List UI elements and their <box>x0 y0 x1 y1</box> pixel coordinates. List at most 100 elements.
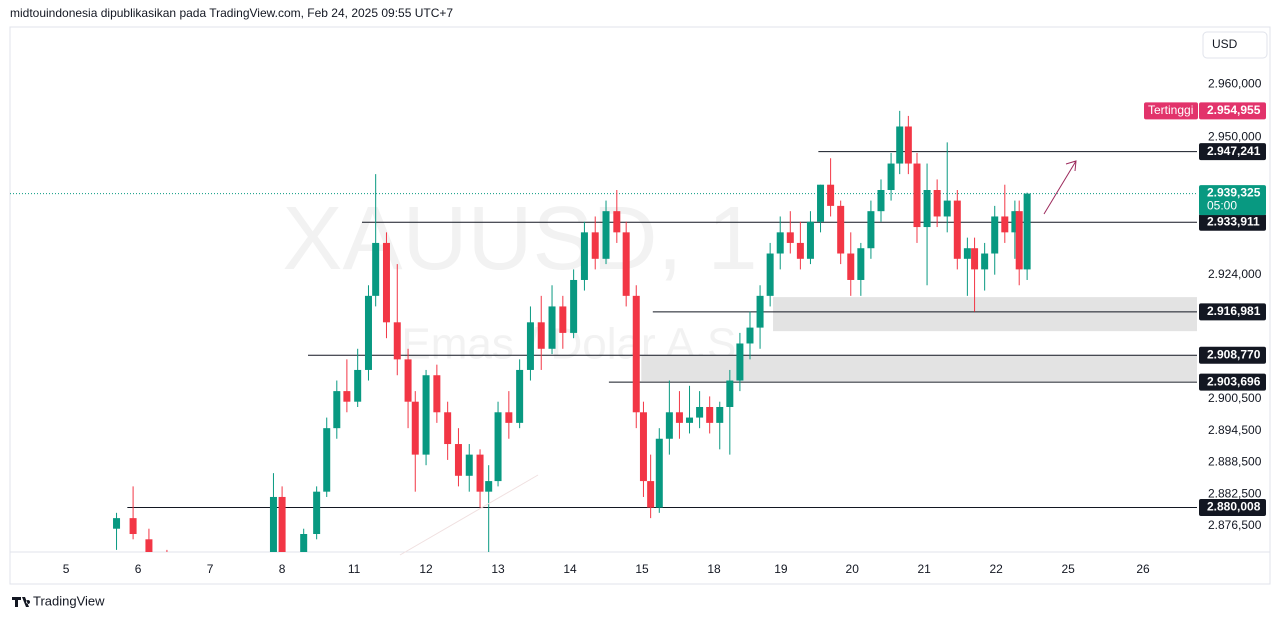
candle-body <box>706 406 714 423</box>
price-label: 2.916,981 <box>1207 304 1261 318</box>
price-label: 2.908,770 <box>1207 347 1261 361</box>
candle-body <box>857 248 865 280</box>
x-tick-label: 15 <box>635 562 649 576</box>
candle-body <box>933 190 941 217</box>
candle-body <box>323 428 331 492</box>
x-tick-label: 6 <box>135 562 142 576</box>
y-tick-label: 2.888,500 <box>1208 455 1262 469</box>
candle-body <box>971 248 979 270</box>
candle-body <box>632 295 640 413</box>
candle-body <box>847 253 855 280</box>
price-label: 2.947,241 <box>1207 144 1261 158</box>
candle-body <box>887 163 895 191</box>
price-label: 2.933,911 <box>1207 214 1260 228</box>
candle-body <box>943 200 951 217</box>
x-tick-label: 7 <box>207 562 214 576</box>
x-tick-label: 8 <box>279 562 286 576</box>
candle-body <box>333 391 341 429</box>
candle-body <box>343 391 351 402</box>
candle-body <box>250 576 257 587</box>
candle-body <box>756 295 764 328</box>
candle-body <box>622 232 630 296</box>
y-tick-label: 2.900,500 <box>1208 391 1262 405</box>
candle-body <box>806 221 814 259</box>
candle-body <box>207 576 214 581</box>
countdown: 05:00 <box>1207 199 1237 213</box>
candle-body <box>1001 216 1009 233</box>
candle-body <box>580 232 588 280</box>
header: midtouindonesia dipublikasikan pada Trad… <box>10 6 454 20</box>
candle-body <box>827 184 835 206</box>
candle-body <box>300 534 308 552</box>
candle-body <box>278 496 286 552</box>
x-tick-label: 26 <box>1136 562 1150 576</box>
candle-body <box>665 412 673 439</box>
high-name: Tertinggi <box>1148 103 1193 117</box>
y-tick-label: 2.882,500 <box>1208 486 1262 500</box>
x-tick-label: 11 <box>348 562 361 576</box>
price-label: 2.903,696 <box>1207 374 1261 388</box>
candle-body <box>766 253 774 296</box>
x-tick-label: 20 <box>846 562 860 576</box>
x-tick-label: 12 <box>419 562 433 576</box>
zone <box>773 297 1197 332</box>
zone <box>641 355 1197 382</box>
candle-body <box>913 163 921 228</box>
chart-frame <box>9 26 1271 585</box>
candle-body <box>485 481 493 492</box>
high-name-box <box>1144 102 1198 120</box>
candle-body <box>817 184 825 222</box>
candle-body <box>686 417 694 423</box>
candle-body <box>163 560 170 571</box>
candle-body <box>465 454 473 476</box>
candle-body <box>696 406 704 418</box>
candle-body <box>655 438 663 508</box>
candle-body <box>145 539 153 552</box>
candle-body <box>269 496 277 552</box>
candle-body <box>372 242 380 296</box>
currency-button[interactable] <box>1202 31 1268 59</box>
price-label-box <box>1199 346 1266 364</box>
candle-body <box>505 412 513 423</box>
high-value-box <box>1199 102 1266 120</box>
candle-body <box>548 306 556 349</box>
candle-body <box>454 444 462 476</box>
candle-body <box>433 375 441 413</box>
currency[interactable]: USD <box>1212 37 1238 51</box>
candle-body <box>726 380 734 407</box>
candle-body <box>113 518 121 529</box>
candle-body <box>591 232 599 259</box>
candle-body <box>185 571 192 576</box>
x-tick-label: 5 <box>63 562 70 576</box>
watermark-symbol: XAUUSD, 1 <box>282 189 757 289</box>
x-tick-label: 18 <box>707 562 721 576</box>
last-price-label: 2.939,325 <box>1207 186 1261 200</box>
footer-logo: TradingView <box>33 593 105 608</box>
candle-body <box>786 232 794 243</box>
candle-body <box>1023 193 1031 270</box>
candle-body <box>129 518 137 535</box>
candle-body <box>476 454 484 492</box>
candle-body <box>776 232 784 254</box>
y-tick-label: 2.894,500 <box>1208 423 1262 437</box>
candle-body <box>570 279 578 333</box>
x-tick-label: 13 <box>491 562 505 576</box>
price-label: 2.880,008 <box>1207 500 1261 514</box>
candle-body <box>991 216 999 254</box>
y-tick-label: 2.950,000 <box>1208 129 1262 143</box>
logo-mark <box>12 597 31 607</box>
x-tick-label: 14 <box>563 562 577 576</box>
candle-body <box>675 412 683 423</box>
candle-body <box>981 253 989 270</box>
price-label-box <box>1199 213 1266 231</box>
candle-body <box>526 322 534 370</box>
x-tick-label: 25 <box>1061 562 1075 576</box>
candle-body <box>516 369 524 423</box>
candle-body <box>953 200 961 259</box>
candle-body <box>494 412 502 482</box>
candle-body <box>904 126 912 164</box>
candle-body <box>867 211 875 249</box>
candle-body <box>613 211 621 233</box>
candle-body <box>736 343 744 381</box>
